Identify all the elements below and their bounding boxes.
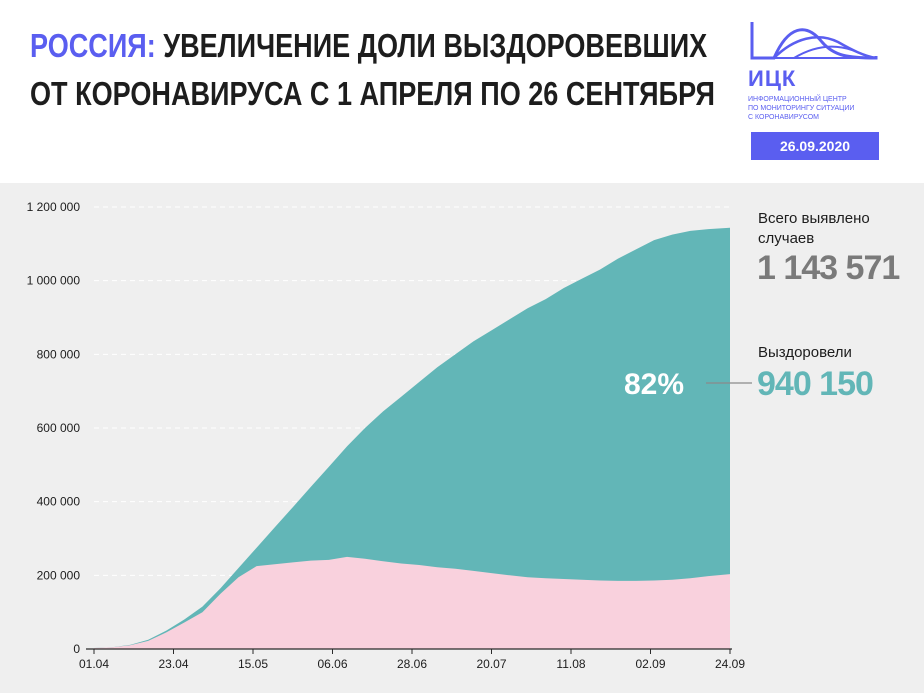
area-chart: 0 200 000 400 000 600 000 800 000 1 000 000 1 … [27, 200, 752, 671]
x-tick-label: 23.04 [158, 657, 188, 671]
x-tick-label: 24.09 [715, 657, 745, 671]
logo-name: ИЦК [748, 66, 797, 91]
y-tick-label: 1 000 000 [27, 274, 81, 288]
recovered-label: Выздоровели [758, 344, 852, 361]
page-title: РОССИЯ: УВЕЛИЧЕНИЕ ДОЛИ ВЫЗДОРОВЕВШИХ ОТ… [30, 22, 715, 118]
recovered-value: 940 150 [757, 365, 874, 403]
logo-subtitle-line2: ПО МОНИТОРИНГУ СИТУАЦИИ [748, 105, 855, 112]
date-badge: 26.09.2020 [751, 132, 879, 160]
chart-area: 0 200 000 400 000 600 000 800 000 1 000 000 1 … [0, 183, 924, 693]
x-axis-ticks: 01.04 23.04 15.05 06.06 28.06 20.07 11.08 02.09… [79, 649, 745, 671]
percent-label: 82% [624, 368, 684, 401]
y-tick-label: 1 200 000 [27, 200, 81, 214]
x-tick-label: 11.08 [556, 657, 585, 671]
active-cases-area [94, 556, 730, 649]
logo-subtitle-line1: ИНФОРМАЦИОННЫЙ ЦЕНТР [748, 96, 847, 103]
title-accent: РОССИЯ: [30, 27, 156, 64]
total-value: 1 143 571 [757, 249, 900, 287]
title-line1: УВЕЛИЧЕНИЕ ДОЛИ ВЫЗДОРОВЕВШИХ [155, 27, 708, 64]
x-tick-label: 01.04 [79, 657, 109, 671]
x-tick-label: 20.07 [476, 657, 506, 671]
chart-areas [94, 227, 730, 650]
y-axis-ticks: 0 200 000 400 000 600 000 800 000 1 000 000 1 … [27, 200, 81, 656]
y-tick-label: 800 000 [37, 347, 81, 361]
total-label-line2: случаев [758, 230, 815, 247]
x-tick-label: 15.05 [238, 657, 268, 671]
total-cases-area [94, 227, 730, 650]
logo-subtitle: ИНФОРМАЦИОННЫЙ ЦЕНТР ПО МОНИТОРИНГУ СИТУ… [748, 95, 908, 122]
x-tick-label: 02.09 [635, 657, 665, 671]
logo-subtitle-line3: С КОРОНАВИРУСОМ [748, 114, 819, 121]
y-tick-label: 400 000 [37, 495, 81, 509]
title-line2: ОТ КОРОНАВИРУСА С 1 АПРЕЛЯ ПО 26 СЕНТЯБР… [30, 75, 715, 112]
y-tick-label: 200 000 [37, 568, 81, 582]
x-tick-label: 06.06 [317, 657, 347, 671]
total-label-line1: Всего выявлено [758, 210, 870, 227]
header: РОССИЯ: УВЕЛИЧЕНИЕ ДОЛИ ВЫЗДОРОВЕВШИХ ОТ… [0, 0, 924, 183]
y-tick-label: 0 [73, 642, 80, 656]
total-label: Всего выявлено случаев [758, 209, 870, 249]
x-tick-label: 28.06 [397, 657, 427, 671]
y-tick-label: 600 000 [37, 421, 81, 435]
logo-icon [750, 22, 878, 60]
